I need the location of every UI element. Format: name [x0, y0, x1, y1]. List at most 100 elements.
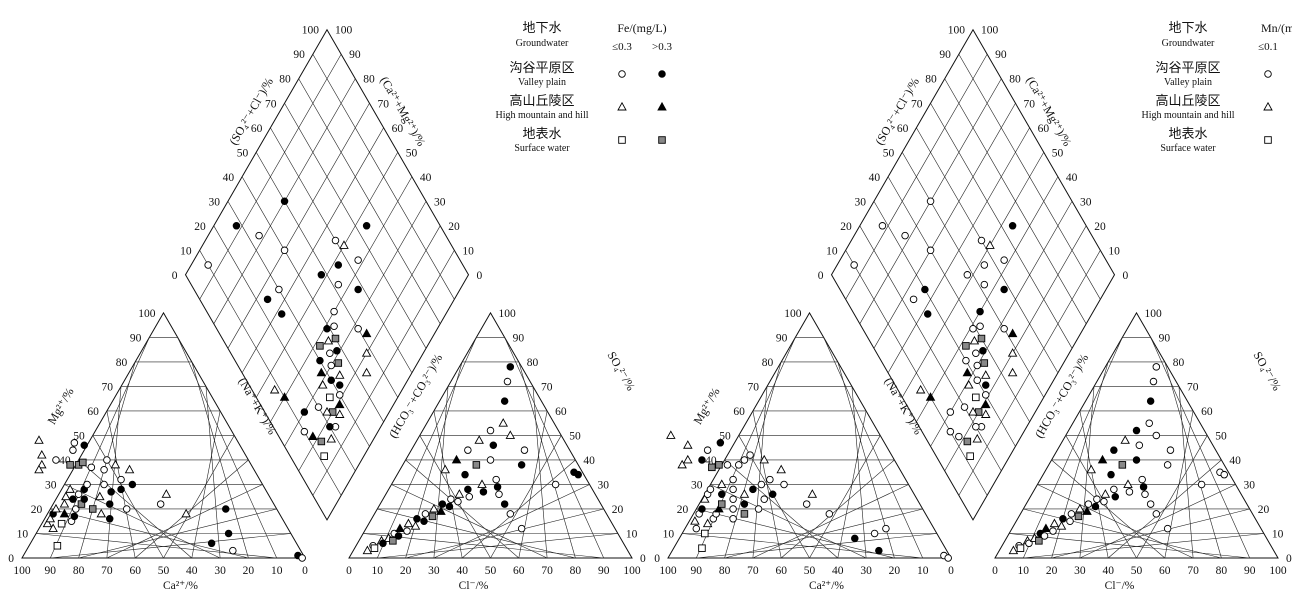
- data-point: [506, 510, 515, 518]
- data-point: [320, 452, 328, 460]
- tick-label: 10: [663, 528, 675, 540]
- data-point: [105, 515, 114, 523]
- tick-label: 30: [1244, 479, 1256, 491]
- data-point: [1040, 532, 1049, 540]
- diamond-outline: [184, 28, 470, 521]
- legend-marker: [1264, 70, 1272, 78]
- data-point: [308, 431, 318, 441]
- tick-label: 20: [889, 565, 901, 577]
- data-point: [1149, 377, 1158, 386]
- diamond-axis-label: (SO₄²⁻+Cl⁻)/%: [872, 75, 922, 147]
- data-point: [520, 446, 529, 454]
- data-point: [1008, 545, 1019, 555]
- data-point: [59, 508, 70, 518]
- data-point: [52, 456, 60, 464]
- data-point: [1035, 537, 1043, 545]
- data-point: [59, 498, 70, 508]
- legend-marker: [1264, 136, 1272, 144]
- data-point: [57, 519, 66, 528]
- data-point: [438, 500, 447, 508]
- data-point: [110, 459, 121, 469]
- tick-label: 40: [705, 455, 717, 467]
- piper-diagram-1: 100 90 80 70 60 50 40 30 20 10 0010203040506070809…: [8, 20, 672, 592]
- data-point: [37, 459, 47, 469]
- data-point: [925, 392, 936, 401]
- data-point: [1163, 524, 1172, 533]
- tick-label: 60: [733, 406, 745, 418]
- data-point: [802, 500, 811, 508]
- gridline: [682, 533, 923, 559]
- data-point: [506, 363, 515, 371]
- data-point: [980, 409, 991, 418]
- tick-label: 20: [612, 504, 624, 516]
- tick-label: 0: [654, 553, 660, 565]
- tick-label: 70: [748, 381, 760, 393]
- gridline: [298, 78, 441, 324]
- tick-label: 10: [826, 245, 838, 257]
- data-point: [354, 285, 362, 294]
- tick-label: 60: [129, 565, 141, 577]
- gridline: [916, 127, 1059, 373]
- data-point: [464, 446, 472, 454]
- gridline: [312, 54, 455, 300]
- tick-label: 40: [186, 565, 198, 577]
- data-point: [34, 435, 44, 444]
- tick-label: 100: [784, 308, 802, 320]
- data-point: [298, 554, 306, 562]
- tick-label: 50: [73, 430, 85, 442]
- data-point: [735, 461, 743, 469]
- data-point: [1007, 328, 1018, 338]
- data-point: [334, 399, 345, 409]
- data-point: [1059, 515, 1067, 523]
- tick-label: 70: [377, 98, 389, 110]
- legend-row-cn: 地表水: [1168, 126, 1207, 141]
- tick-label: 30: [1074, 565, 1086, 577]
- data-point: [326, 433, 337, 443]
- data-point: [551, 480, 560, 489]
- data-point: [316, 367, 327, 377]
- tick-label: 100: [302, 25, 320, 37]
- data-point: [465, 492, 474, 501]
- data-point: [979, 347, 987, 355]
- data-point: [34, 464, 44, 474]
- data-point: [300, 408, 309, 416]
- data-point: [706, 485, 715, 494]
- data-point: [79, 458, 87, 467]
- diamond-axis-label: (Ca²⁺+Mg²⁺)/%: [1023, 74, 1074, 149]
- data-point: [440, 464, 450, 474]
- data-point: [330, 322, 338, 331]
- legend-row-en: Surface water: [1160, 143, 1216, 154]
- legend-row-cn: 沟谷平原区: [1155, 60, 1220, 75]
- data-point: [334, 261, 343, 269]
- data-point: [923, 310, 932, 318]
- piper-diagram-2: 100 90 80 70 60 50 40 30 20 10 0010203040506070809…: [654, 20, 1292, 592]
- data-point: [1093, 495, 1101, 503]
- data-point: [105, 500, 114, 508]
- data-point: [69, 495, 77, 503]
- legend-low-label: ≤0.1: [1258, 41, 1278, 53]
- data-point: [1110, 446, 1118, 454]
- data-point: [759, 454, 769, 464]
- tick-label: 30: [428, 565, 440, 577]
- data-point: [326, 393, 334, 402]
- data-point: [333, 347, 341, 355]
- tick-label: 0: [346, 565, 352, 577]
- data-point: [666, 430, 676, 439]
- tick-label: 90: [776, 332, 788, 344]
- data-point: [962, 342, 970, 350]
- data-point: [729, 495, 737, 503]
- data-point: [224, 529, 233, 538]
- data-point: [461, 470, 469, 479]
- tick-label: 0: [302, 565, 308, 577]
- tick-label: 20: [400, 565, 412, 577]
- data-point: [66, 461, 74, 469]
- data-point: [1107, 470, 1115, 479]
- tick-label: 10: [917, 565, 929, 577]
- gridline: [255, 152, 399, 398]
- data-point: [1197, 480, 1206, 489]
- data-point: [83, 480, 91, 489]
- legend-row-cn: 高山丘陵区: [1155, 93, 1220, 108]
- tick-label: 0: [172, 270, 178, 282]
- data-point: [454, 489, 465, 498]
- data-point: [875, 546, 883, 555]
